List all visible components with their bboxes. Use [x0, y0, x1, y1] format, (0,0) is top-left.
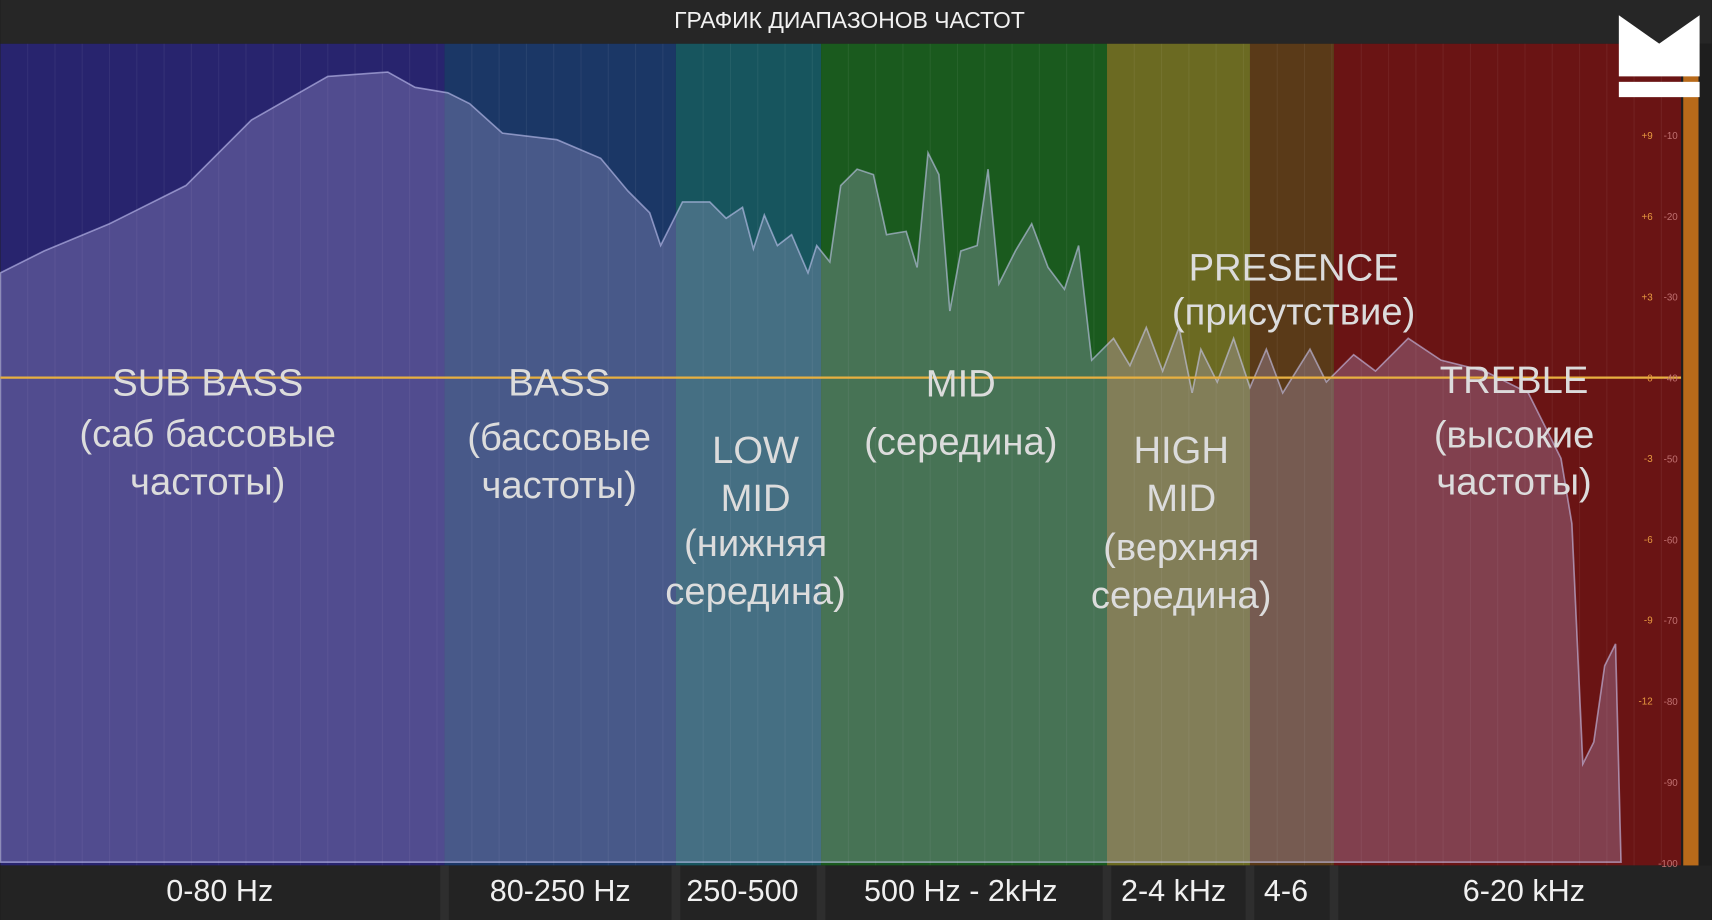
- gain-label: +6: [1641, 212, 1653, 223]
- separator: [1329, 865, 1339, 920]
- band-label: середина): [665, 570, 846, 613]
- gain-label: +9: [1641, 131, 1652, 142]
- band-label: MID: [1146, 477, 1216, 520]
- range-label: 6-20 kHz: [1463, 874, 1585, 908]
- band-label: MID: [926, 362, 996, 405]
- level-meter: [1683, 43, 1699, 866]
- band-label: MID: [721, 477, 791, 520]
- separator: [671, 865, 681, 920]
- band-label: частоты): [130, 461, 285, 504]
- band: [1107, 43, 1250, 866]
- separator: [1245, 865, 1255, 920]
- range-label: 500 Hz - 2kHz: [864, 874, 1058, 908]
- band-label: (середина): [864, 420, 1057, 463]
- logo-mark: [1618, 15, 1700, 77]
- separator: [440, 865, 449, 920]
- range-label: 4-6: [1264, 874, 1308, 908]
- level-label: -20: [1664, 212, 1679, 223]
- level-label: -100: [1658, 859, 1678, 870]
- range-label: 250-500: [686, 874, 798, 908]
- band-label: SUB BASS: [112, 361, 303, 404]
- range-label: 2-4 kHz: [1121, 874, 1226, 908]
- gain-label: -12: [1638, 696, 1652, 707]
- level-label: -40: [1664, 374, 1679, 385]
- band-label: середина): [1091, 574, 1272, 617]
- spectrum-curve: [0, 71, 1622, 863]
- level-label: -80: [1664, 697, 1679, 708]
- band-label: LOW: [712, 429, 799, 472]
- range-label: 80-250 Hz: [490, 874, 631, 908]
- gain-label: -9: [1644, 616, 1653, 627]
- band-label: TREBLE: [1440, 359, 1589, 402]
- band-label: (верхняя: [1103, 526, 1259, 569]
- logo: [1618, 15, 1700, 98]
- separator: [1102, 865, 1112, 920]
- band-label: (высокие: [1434, 414, 1595, 457]
- gain-label: +3: [1641, 293, 1653, 304]
- title: ГРАФИК ДИАПАЗОНОВ ЧАСТОТ: [674, 7, 1025, 33]
- gain-label: -6: [1644, 535, 1653, 546]
- band-label: (саб бассовые: [79, 413, 336, 456]
- band: [821, 43, 1108, 866]
- level-label: -90: [1664, 778, 1679, 789]
- band-label: (бассовые: [467, 416, 651, 459]
- band-label: PRESENCE: [1189, 247, 1399, 290]
- separator: [816, 865, 826, 920]
- bottom-bar: [0, 865, 1712, 920]
- band: [0, 43, 445, 866]
- band-label: частоты): [481, 464, 636, 507]
- gain-label: 0: [1647, 373, 1653, 384]
- band: [675, 43, 822, 866]
- band-label: HIGH: [1133, 429, 1228, 472]
- logo-bar: [1618, 81, 1700, 98]
- level-label: -70: [1664, 616, 1679, 627]
- band: [444, 43, 676, 866]
- band: [1334, 43, 1682, 866]
- level-label: -50: [1664, 454, 1679, 465]
- range-label: 0-80 Hz: [166, 874, 273, 908]
- level-label: -10: [1664, 131, 1679, 142]
- band-label: (нижняя: [684, 522, 827, 565]
- band-label: BASS: [508, 361, 610, 404]
- band: [1249, 43, 1335, 866]
- top-bar: [0, 0, 1712, 44]
- band-label: частоты): [1436, 461, 1591, 504]
- gain-label: -3: [1644, 454, 1653, 465]
- level-label: -30: [1664, 293, 1679, 304]
- band-label: (присутствие): [1172, 290, 1415, 333]
- level-label: -60: [1664, 535, 1679, 546]
